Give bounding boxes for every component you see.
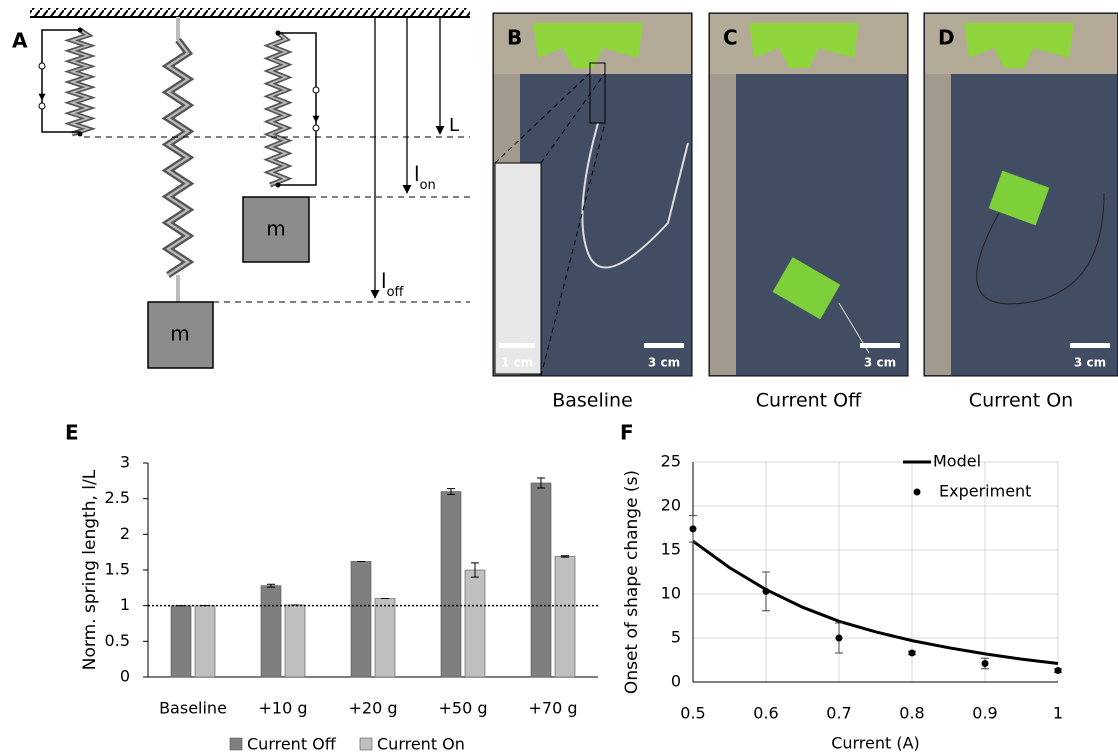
spring	[168, 40, 188, 275]
bar	[351, 561, 371, 677]
panel-label: D	[938, 26, 955, 50]
scale-bar	[1070, 343, 1110, 348]
y-tick-label: 1.5	[105, 560, 130, 579]
length-label: loff	[381, 269, 405, 300]
ceiling	[30, 8, 470, 16]
legend-label: Model	[933, 452, 981, 471]
photo-caption: Current Off	[756, 390, 862, 412]
scale-label: 3 cm	[864, 356, 896, 370]
y-tick-label: 0	[120, 667, 130, 686]
length-label: lon	[414, 162, 436, 193]
bar	[531, 483, 551, 677]
scale-label: 3 cm	[1074, 356, 1106, 370]
bar	[555, 556, 575, 677]
legend-swatch	[360, 738, 372, 750]
switch	[313, 125, 319, 131]
y-tick-label: 0	[671, 672, 681, 691]
x-axis-label: Current (A)	[831, 734, 920, 753]
panel-label: F	[620, 421, 634, 445]
mass-label: m	[170, 322, 189, 346]
data-point	[1055, 667, 1062, 674]
y-tick-label: 3	[120, 453, 130, 472]
data-point	[909, 649, 916, 656]
panel-label: C	[723, 26, 738, 50]
y-tick-label: 20	[661, 496, 681, 515]
scale-label: 3 cm	[648, 356, 680, 370]
panel-label: B	[507, 26, 522, 50]
x-tick-label: Baseline	[159, 699, 227, 718]
data-point	[690, 525, 697, 532]
scale-bar	[499, 343, 535, 348]
legend-label: Current On	[377, 735, 465, 754]
legend-label: Experiment	[939, 482, 1031, 501]
y-tick-label: 15	[661, 540, 681, 559]
panel-label: A	[12, 29, 28, 53]
legend-swatch	[230, 738, 242, 750]
x-tick-label: +70 g	[528, 699, 577, 718]
x-tick-label: +20 g	[348, 699, 397, 718]
switch	[313, 87, 319, 93]
y-tick-label: 2	[120, 524, 130, 543]
x-tick-label: 0.8	[899, 704, 924, 723]
photo-caption: Current On	[969, 390, 1073, 412]
panel-label: E	[65, 421, 79, 445]
bar	[375, 599, 395, 677]
x-tick-label: 0.5	[680, 704, 705, 723]
y-tick-label: 25	[661, 452, 681, 471]
mass-label: m	[266, 217, 285, 241]
bar	[285, 605, 305, 677]
y-axis-label: Norm. spring length, l/L	[80, 469, 100, 670]
inset	[495, 163, 541, 374]
photos: 1 cm B 3 cm Baseline C 3 cm Current Off D 3 cm Cu…	[493, 13, 1118, 412]
data-point	[763, 588, 770, 595]
charts: E 0 0.5 1 1.5 2 2.5 3 Baseline +10 g +20 g +50 g +70…	[65, 421, 1063, 754]
x-tick-label: +50 g	[438, 699, 487, 718]
scale-bar	[644, 343, 684, 348]
figure: A m m L lon loff 1 cm B 3 cm Baseline C 3 cm C…	[0, 0, 1118, 755]
legend-label: Current Off	[247, 735, 337, 754]
bar	[441, 492, 461, 677]
y-tick-label: 10	[661, 584, 681, 603]
y-tick-label: 5	[671, 628, 681, 647]
y-tick-label: 1	[120, 595, 130, 614]
x-tick-label: 1	[1053, 704, 1063, 723]
switch	[39, 103, 45, 109]
bar	[261, 586, 281, 677]
x-tick-label: +10 g	[258, 699, 307, 718]
y-tick-label: 0.5	[105, 631, 130, 650]
wire	[278, 33, 316, 185]
switch	[39, 63, 45, 69]
diagram: A m m L lon loff	[12, 8, 470, 368]
y-tick-label: 2.5	[105, 488, 130, 507]
legend-marker	[914, 489, 921, 496]
bar	[171, 606, 191, 677]
photo-caption: Baseline	[552, 390, 633, 412]
x-tick-label: 0.6	[753, 704, 778, 723]
model-line	[693, 541, 1058, 663]
bar	[195, 606, 215, 677]
scale-bar	[860, 343, 900, 348]
bar	[465, 570, 485, 677]
data-point	[982, 660, 989, 667]
x-tick-label: 0.7	[826, 704, 851, 723]
scale-label: 1 cm	[501, 356, 533, 370]
y-axis-label: Onset of shape change (s)	[622, 470, 642, 694]
x-tick-label: 0.9	[972, 704, 997, 723]
length-label: L	[449, 115, 459, 136]
data-point	[836, 635, 843, 642]
length-arrows	[375, 17, 440, 298]
